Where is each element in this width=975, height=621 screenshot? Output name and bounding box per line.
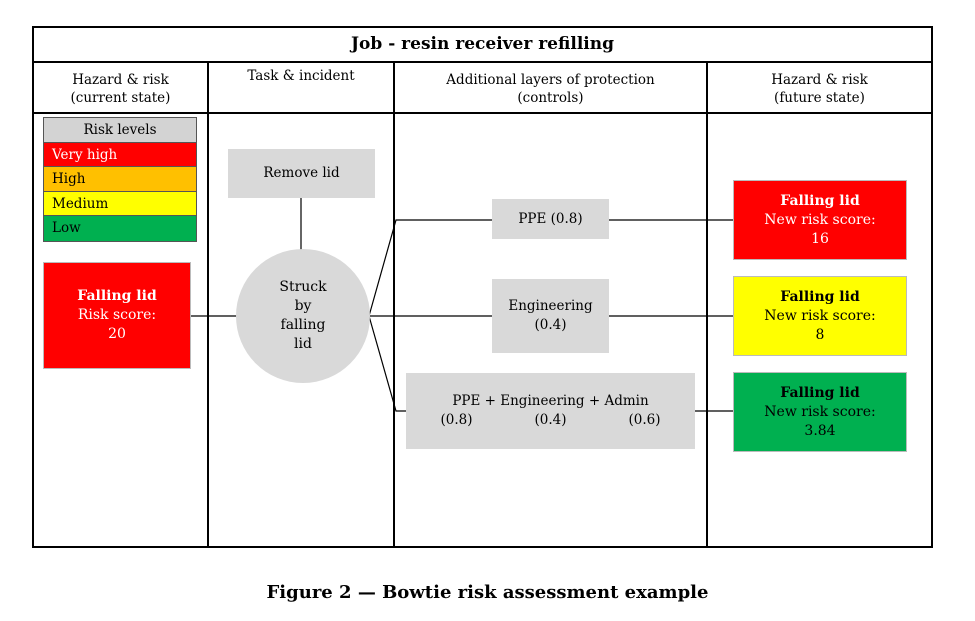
risk-name: Falling lid <box>780 288 860 305</box>
control-engineering: Engineering (0.4) <box>492 279 609 353</box>
header-controls: Additional layers of protection (controls… <box>446 71 655 106</box>
figure-caption: Figure 2 — Bowtie risk assessment exampl… <box>266 582 709 603</box>
control-weight: (0.6) <box>628 412 661 428</box>
incident-text: by <box>294 298 312 314</box>
risk-legend: Risk levels Very high High Medium Low <box>43 117 197 242</box>
future-risk-box-high: Falling lid New risk score: 16 <box>733 180 907 260</box>
incident-text: lid <box>294 336 312 352</box>
legend-high: High <box>44 167 196 192</box>
risk-score: 8 <box>815 326 825 343</box>
control-combined: PPE + Engineering + Admin (0.8) (0.4) (0… <box>406 373 695 449</box>
risk-score-label: New risk score: <box>764 307 876 324</box>
incident-circle: Struck by falling lid <box>236 249 370 383</box>
control-weight: (0.8) <box>440 412 473 428</box>
header-future-state: Hazard & risk (future state) <box>771 71 868 106</box>
legend-title: Risk levels <box>44 118 196 143</box>
future-risk-box-medium: Falling lid New risk score: 8 <box>733 276 907 356</box>
current-risk-box: Falling lid Risk score: 20 <box>43 262 191 369</box>
control-label: Engineering <box>508 298 593 314</box>
risk-name: Falling lid <box>780 384 860 401</box>
column-divider <box>393 61 395 548</box>
control-weight: (0.4) <box>534 412 567 428</box>
incident-text: falling <box>280 317 326 333</box>
risk-score-label: New risk score: <box>764 403 876 420</box>
risk-score: 16 <box>811 230 829 247</box>
risk-score: 20 <box>108 326 126 342</box>
diagram-title: Job - resin receiver refilling <box>32 26 933 63</box>
risk-score-label: Risk score: <box>77 307 157 323</box>
control-ppe: PPE (0.8) <box>492 199 609 239</box>
control-weight: (0.4) <box>534 317 567 333</box>
column-divider <box>207 61 209 548</box>
legend-very-high: Very high <box>44 142 196 167</box>
header-row <box>32 61 933 114</box>
column-divider <box>706 61 708 548</box>
risk-score: 3.84 <box>804 422 836 439</box>
legend-medium: Medium <box>44 191 196 216</box>
risk-name: Falling lid <box>77 288 157 304</box>
control-label: PPE + Engineering + Admin <box>452 393 649 409</box>
control-label: PPE (0.8) <box>518 210 583 227</box>
risk-name: Falling lid <box>780 192 860 209</box>
table-frame <box>32 26 933 548</box>
header-task-incident: Task & incident <box>247 68 355 84</box>
task-box: Remove lid <box>228 149 375 198</box>
legend-low: Low <box>44 216 196 241</box>
header-current-state: Hazard & risk (current state) <box>70 71 171 106</box>
risk-score-label: New risk score: <box>764 211 876 228</box>
incident-text: Struck <box>279 279 327 295</box>
future-risk-box-low: Falling lid New risk score: 3.84 <box>733 372 907 452</box>
